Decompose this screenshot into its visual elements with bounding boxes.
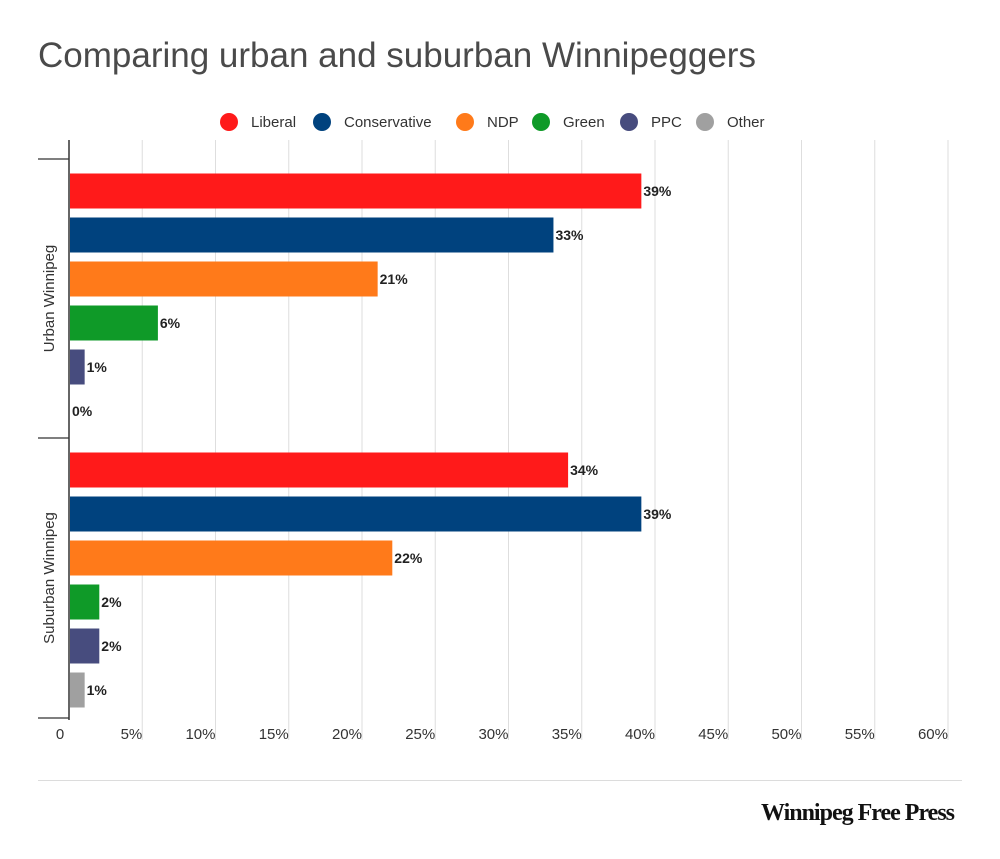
- footer-divider: [38, 780, 962, 781]
- legend-swatch: [220, 113, 238, 131]
- x-tick-label: 55%: [845, 726, 875, 743]
- legend-label: Green: [563, 114, 605, 131]
- bar: [70, 217, 554, 253]
- x-tick-label: 60%: [918, 726, 948, 743]
- data-label: 0%: [72, 403, 93, 419]
- legend-label: Conservative: [344, 114, 432, 131]
- x-tick-label: 45%: [698, 726, 728, 743]
- data-label: 34%: [570, 462, 599, 478]
- data-label: 2%: [101, 594, 122, 610]
- x-tick-label: 5%: [121, 726, 143, 743]
- x-tick-label: 35%: [552, 726, 582, 743]
- bar: [70, 628, 100, 664]
- x-tick-label: 0: [56, 726, 64, 743]
- category-label: Urban Winnipeg: [41, 245, 58, 353]
- x-tick-label: 25%: [405, 726, 435, 743]
- data-label: 1%: [87, 359, 108, 375]
- x-tick-label: 10%: [185, 726, 215, 743]
- bar: [70, 540, 393, 576]
- x-tick-label: 15%: [259, 726, 289, 743]
- legend-swatch: [696, 113, 714, 131]
- chart-title: Comparing urban and suburban Winnipegger…: [38, 36, 756, 75]
- bar: [70, 496, 642, 532]
- data-label: 33%: [555, 227, 584, 243]
- bar: [70, 173, 642, 209]
- data-label: 39%: [643, 183, 672, 199]
- bar: [70, 672, 85, 708]
- bar: [70, 305, 158, 341]
- category-label: Suburban Winnipeg: [41, 512, 58, 644]
- legend-swatch: [532, 113, 550, 131]
- legend-swatch: [620, 113, 638, 131]
- brand-logo: Winnipeg Free Press: [761, 800, 955, 826]
- legend-label: NDP: [487, 114, 519, 131]
- x-tick-label: 30%: [478, 726, 508, 743]
- legend-label: Liberal: [251, 114, 296, 131]
- bar-chart: 0 5% 10% 15% 20% 25% 30% 35% 40% 45% 50% 55% 60% Urba…: [38, 113, 949, 743]
- data-label: 22%: [394, 550, 423, 566]
- data-label: 1%: [87, 682, 108, 698]
- x-tick-label: 40%: [625, 726, 655, 743]
- data-label: 21%: [380, 271, 409, 287]
- data-label: 2%: [101, 638, 122, 654]
- legend-swatch: [456, 113, 474, 131]
- legend-label: Other: [727, 114, 765, 131]
- data-label: 39%: [643, 506, 672, 522]
- legend-label: PPC: [651, 114, 682, 131]
- legend-swatch: [313, 113, 331, 131]
- bar: [70, 349, 85, 385]
- data-label: 6%: [160, 315, 181, 331]
- bar: [70, 452, 569, 488]
- bar: [70, 261, 378, 297]
- x-tick-label: 50%: [771, 726, 801, 743]
- bar: [70, 584, 100, 620]
- x-tick-label: 20%: [332, 726, 362, 743]
